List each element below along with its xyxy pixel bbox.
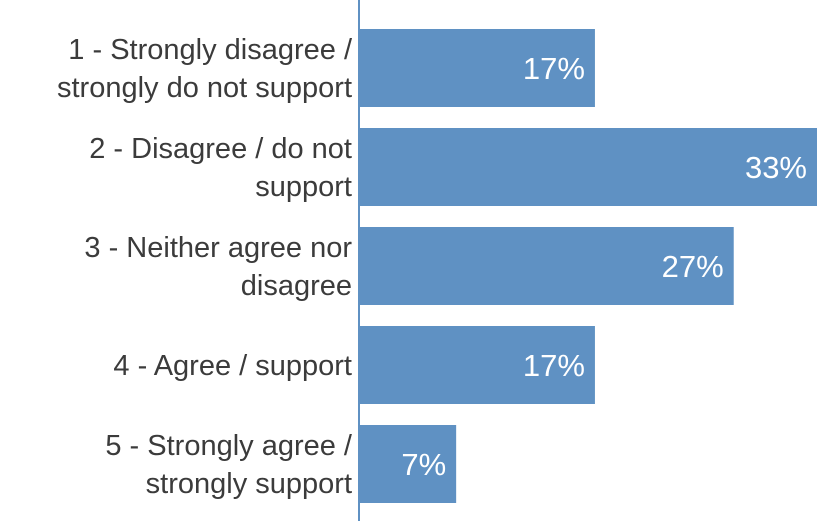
bar-value-label: 27% [662, 249, 724, 284]
category-label: 2 - Disagree / do not [89, 133, 352, 165]
bar-value-label: 17% [523, 348, 585, 383]
bar-value-label: 17% [523, 51, 585, 86]
bar-value-label: 33% [745, 150, 807, 185]
category-label: 4 - Agree / support [113, 350, 352, 382]
category-label: strongly support [146, 468, 352, 500]
bar [359, 425, 457, 503]
bar-value-label: 7% [401, 447, 446, 482]
category-label: 1 - Strongly disagree / [68, 34, 353, 66]
category-label: strongly do not support [57, 72, 352, 104]
category-label: support [255, 171, 352, 203]
bar [359, 227, 734, 305]
bar [359, 29, 595, 107]
bar [359, 326, 595, 404]
category-label: disagree [241, 270, 352, 302]
category-label: 3 - Neither agree nor [84, 232, 352, 264]
bar [359, 128, 817, 206]
category-label: 5 - Strongly agree / [105, 430, 353, 462]
